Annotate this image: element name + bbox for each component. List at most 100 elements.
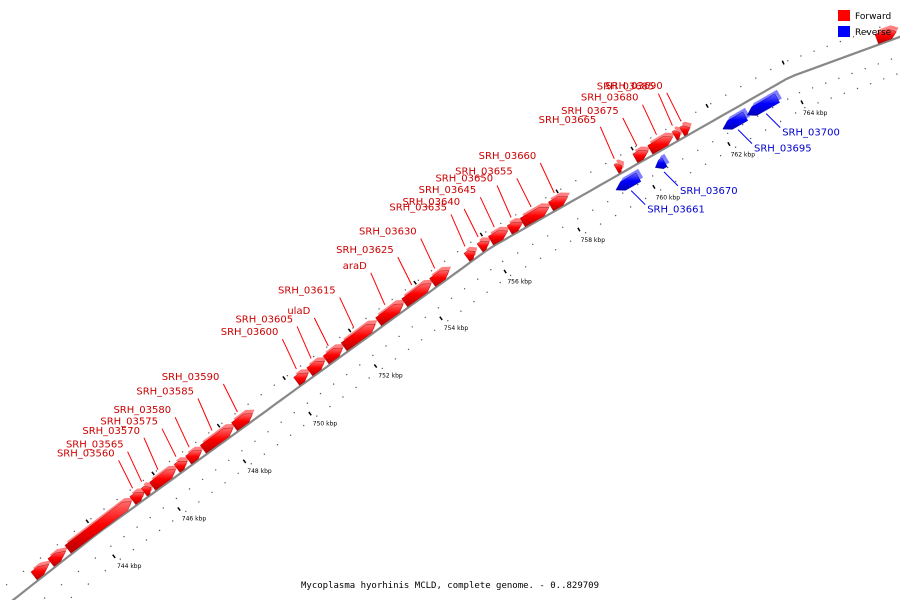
guide-dot bbox=[293, 412, 295, 414]
gene-label-SRH_03700[interactable]: SRH_03700 bbox=[782, 128, 840, 139]
gene-SRH_03560[interactable] bbox=[129, 488, 147, 505]
tick-label: 754 kbp bbox=[444, 325, 469, 332]
gene-SRH_03645[interactable] bbox=[488, 226, 510, 246]
guide-dot bbox=[123, 535, 125, 538]
gene-label-SRH_03640[interactable]: SRH_03640 bbox=[402, 197, 460, 208]
gene-SRH_03700[interactable] bbox=[746, 89, 782, 116]
guide-dot bbox=[742, 124, 744, 126]
guide-dot bbox=[145, 539, 148, 541]
gene-SRH_03661[interactable] bbox=[615, 168, 644, 191]
gene-SRH_03635[interactable] bbox=[463, 246, 478, 262]
gene-label-SRH_03605[interactable]: SRH_03605 bbox=[235, 314, 293, 325]
gene-SRH_03650[interactable] bbox=[506, 218, 525, 235]
guide-dot bbox=[303, 424, 305, 427]
gene-label-SRH_03660[interactable]: SRH_03660 bbox=[479, 151, 537, 162]
gene-label-SRH_03685[interactable]: SRH_03685 bbox=[597, 82, 655, 93]
gene-araD[interactable] bbox=[375, 299, 406, 327]
gene-SRH_03600[interactable] bbox=[293, 369, 311, 386]
gene-SRH_03640[interactable] bbox=[476, 237, 492, 253]
guide-dot bbox=[407, 348, 410, 351]
gene-label-SRH_03690[interactable]: SRH_03690 bbox=[605, 81, 663, 92]
gene-unnamed[interactable] bbox=[30, 560, 51, 581]
gene-body bbox=[615, 172, 642, 191]
gene-SRH_03570[interactable] bbox=[149, 465, 178, 491]
gene-SRH_03605[interactable] bbox=[306, 357, 327, 377]
guide-dot bbox=[273, 384, 275, 386]
gene-body bbox=[671, 130, 681, 141]
tick-label: 762 kbp bbox=[731, 152, 756, 159]
gene-SRH_03625[interactable] bbox=[401, 279, 433, 308]
gene-label-SRH_03680[interactable]: SRH_03680 bbox=[581, 93, 639, 104]
gene-body bbox=[185, 450, 202, 465]
gene-unnamed[interactable] bbox=[47, 547, 68, 567]
guide-dot bbox=[221, 422, 223, 424]
gene-label-SRH_03630[interactable]: SRH_03630 bbox=[359, 226, 417, 237]
gene-label-SRH_03675[interactable]: SRH_03675 bbox=[561, 106, 619, 117]
gene-SRH_03660[interactable] bbox=[548, 192, 570, 212]
major-tick bbox=[439, 316, 443, 321]
gene-body bbox=[655, 157, 668, 169]
gene-label-SRH_03670[interactable]: SRH_03670 bbox=[680, 186, 738, 197]
leader-line bbox=[657, 93, 673, 126]
guide-dot bbox=[650, 137, 652, 139]
gene-label-SRH_03590[interactable]: SRH_03590 bbox=[162, 372, 220, 383]
guide-dot bbox=[725, 94, 727, 96]
gene-unnamed[interactable] bbox=[874, 25, 899, 44]
guide-dot bbox=[228, 459, 230, 462]
gene-label-SRH_03600[interactable]: SRH_03600 bbox=[221, 327, 279, 338]
gene-ulaD[interactable] bbox=[322, 344, 345, 365]
guide-dot bbox=[477, 278, 479, 280]
gene-SRH_03690[interactable] bbox=[679, 121, 692, 137]
gene-label-SRH_03635[interactable]: SRH_03635 bbox=[389, 202, 447, 213]
gene-unnamed[interactable] bbox=[64, 497, 134, 554]
guide-dot bbox=[420, 339, 423, 341]
gene-label-SRH_03585[interactable]: SRH_03585 bbox=[136, 387, 194, 398]
gene-label-SRH_03625[interactable]: SRH_03625 bbox=[336, 245, 394, 256]
guide-dot bbox=[879, 26, 881, 28]
guide-dot bbox=[727, 132, 729, 134]
gene-SRH_03575[interactable] bbox=[173, 457, 189, 473]
gene-SRH_03695[interactable] bbox=[722, 107, 750, 130]
gene-label-SRH_03560[interactable]: SRH_03560 bbox=[57, 448, 115, 459]
gene-SRH_03615[interactable] bbox=[340, 320, 378, 352]
leader-line bbox=[313, 317, 329, 347]
gene-label-SRH_03565[interactable]: SRH_03565 bbox=[66, 440, 124, 451]
tick-label: 750 kbp bbox=[313, 420, 338, 427]
guide-dot bbox=[710, 103, 712, 105]
gene-SRH_03580[interactable] bbox=[185, 446, 204, 465]
guide-dot bbox=[430, 270, 433, 272]
leader-line bbox=[599, 126, 615, 160]
guide-dot bbox=[457, 251, 459, 253]
tick-label: 756 kbp bbox=[507, 279, 532, 286]
gene-SRH_03585[interactable] bbox=[199, 423, 235, 454]
gene-SRH_03655[interactable] bbox=[519, 203, 552, 228]
guide-dot bbox=[817, 102, 819, 104]
guide-dot bbox=[417, 279, 420, 281]
guide-dot bbox=[437, 307, 440, 309]
gene-label-ulaD[interactable]: ulaD bbox=[287, 306, 310, 317]
gene-SRH_03675[interactable] bbox=[632, 146, 651, 163]
guide-dot bbox=[263, 453, 266, 455]
gene-SRH_03665[interactable] bbox=[613, 159, 625, 174]
gene-SRH_03565[interactable] bbox=[141, 482, 153, 497]
gene-label-SRH_03575[interactable]: SRH_03575 bbox=[100, 417, 158, 428]
guide-dot bbox=[787, 98, 789, 100]
gene-SRH_03670[interactable] bbox=[655, 153, 670, 169]
gene-SRH_03630[interactable] bbox=[429, 266, 452, 287]
gene-SRH_03680[interactable] bbox=[647, 132, 675, 155]
gene-label-SRH_03615[interactable]: SRH_03615 bbox=[278, 285, 336, 296]
gene-label-SRH_03655[interactable]: SRH_03655 bbox=[455, 166, 513, 177]
gene-label-SRH_03645[interactable]: SRH_03645 bbox=[419, 185, 477, 196]
guide-dot bbox=[517, 252, 519, 254]
gene-label-SRH_03650[interactable]: SRH_03650 bbox=[435, 174, 493, 185]
gene-label-SRH_03695[interactable]: SRH_03695 bbox=[754, 144, 812, 155]
gene-label-SRH_03580[interactable]: SRH_03580 bbox=[113, 405, 171, 416]
guide-dot bbox=[883, 78, 885, 80]
gene-label-SRH_03661[interactable]: SRH_03661 bbox=[647, 205, 705, 216]
guide-dot bbox=[306, 402, 309, 404]
gene-label-araD[interactable]: araD bbox=[343, 261, 367, 272]
guide-dot bbox=[267, 431, 269, 433]
gene-label-SRH_03665[interactable]: SRH_03665 bbox=[539, 115, 597, 126]
gene-SRH_03590[interactable] bbox=[231, 409, 255, 431]
gene-label-SRH_03570[interactable]: SRH_03570 bbox=[82, 426, 140, 437]
